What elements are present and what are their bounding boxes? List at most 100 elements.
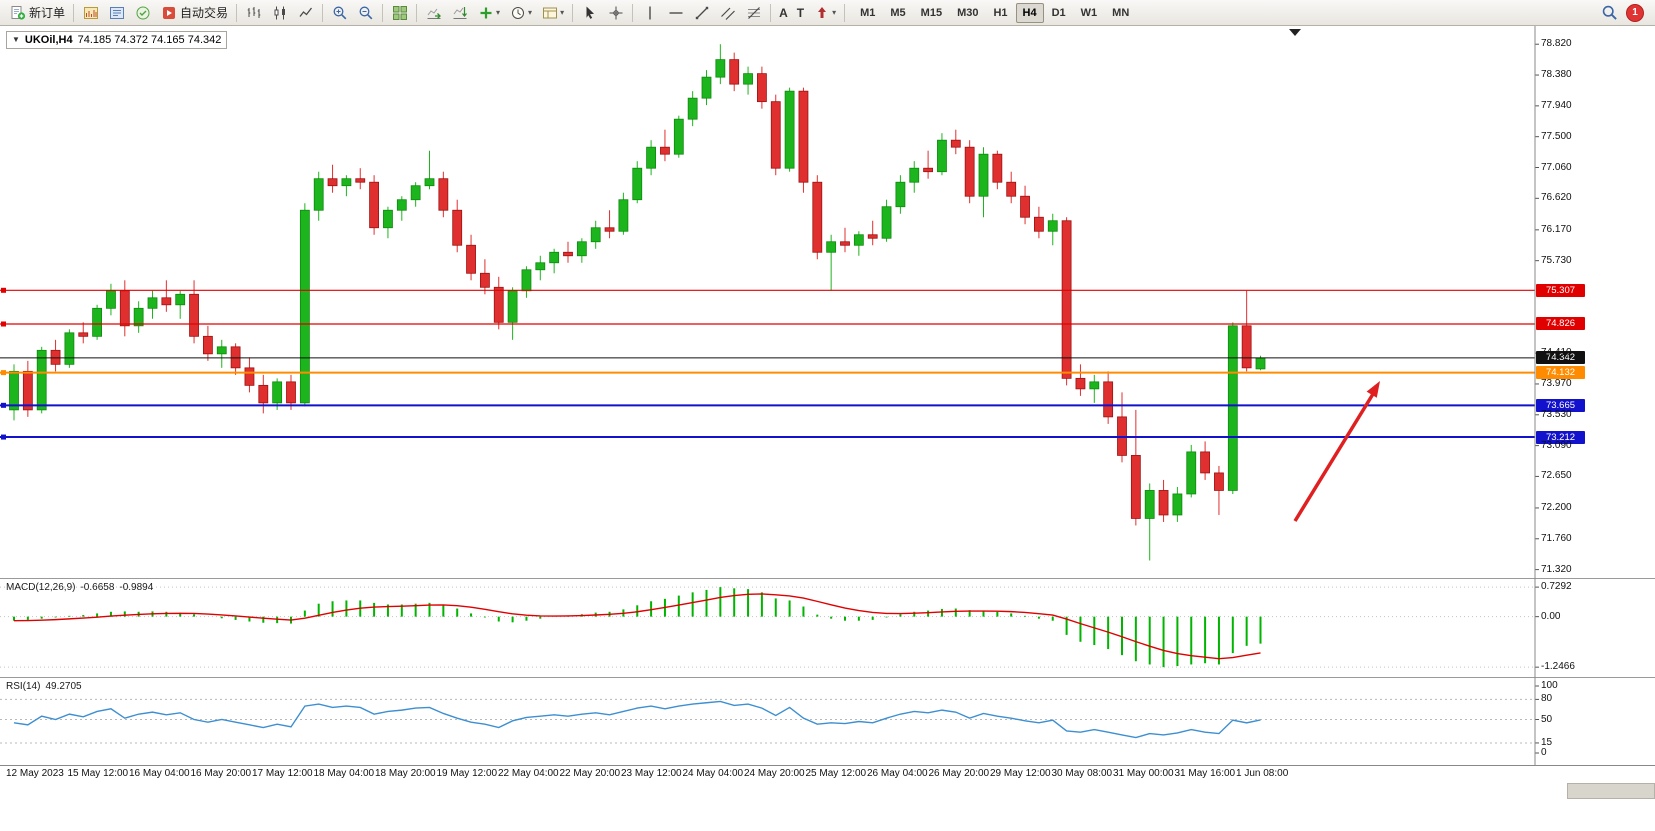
timeframe-H1[interactable]: H1	[986, 3, 1014, 23]
notification-badge[interactable]: 1	[1626, 3, 1644, 22]
candle	[673, 118, 684, 155]
auto-trading-label: 自动交易	[180, 6, 229, 20]
candle	[1158, 490, 1169, 516]
toolbar-separator	[322, 3, 324, 22]
rsi-value: 49.2705	[45, 681, 82, 692]
symbol-period-label: UKOil,H4	[24, 34, 73, 46]
toolbar-separator	[236, 3, 238, 22]
shapes-button[interactable]: ▾	[809, 2, 840, 24]
candle	[424, 178, 435, 187]
zoom-in-button[interactable]	[327, 2, 352, 24]
candle	[1186, 451, 1197, 495]
cursor-button[interactable]	[577, 2, 602, 24]
auto-trading-button[interactable]: 自动交易	[156, 2, 232, 24]
templates-button[interactable]: ▾	[537, 2, 568, 24]
new-order-button[interactable]: 新订单	[5, 2, 69, 24]
timeframe-M1[interactable]: M1	[853, 3, 882, 23]
candlestick-icon	[271, 4, 288, 21]
support-line-blue-2-handle[interactable]	[1, 434, 6, 440]
cursor-icon	[581, 4, 598, 21]
trend-arrow[interactable]	[1293, 393, 1375, 522]
candle	[521, 269, 532, 292]
search-icon[interactable]	[1601, 4, 1618, 21]
candle	[369, 181, 380, 229]
zoom-out-button[interactable]	[353, 2, 378, 24]
candle	[189, 293, 199, 337]
indicators-button[interactable]: ▾	[473, 2, 504, 24]
line-chart-button[interactable]	[293, 2, 318, 24]
trendline-button[interactable]	[689, 2, 714, 24]
candle	[161, 297, 172, 306]
text-button[interactable]: A	[775, 2, 792, 24]
candle	[715, 59, 726, 78]
support-line-blue-1-handle[interactable]	[1, 402, 6, 408]
resistance-line-1-handle[interactable]	[1, 287, 6, 293]
auto-scroll-button[interactable]	[421, 2, 446, 24]
candle	[341, 178, 352, 187]
candle	[1103, 381, 1114, 418]
candle	[729, 59, 740, 85]
candle	[687, 97, 698, 120]
collapse-triangle-icon[interactable]: ▼	[12, 35, 20, 44]
alerts-button[interactable]	[130, 2, 155, 24]
tile-windows-icon	[391, 4, 408, 21]
candle	[133, 307, 144, 327]
candle	[950, 139, 961, 148]
toolbar-right: 1	[1601, 3, 1650, 22]
trendline-icon	[693, 4, 710, 21]
vertical-line-button[interactable]	[637, 2, 662, 24]
timeframe-W1[interactable]: W1	[1074, 3, 1105, 23]
timeframe-M30[interactable]: M30	[950, 3, 985, 23]
timeframe-MN[interactable]: MN	[1105, 3, 1136, 23]
chart-title[interactable]: ▼ UKOil,H4 74.185 74.372 74.165 74.342	[6, 31, 228, 49]
ohlc-values: 74.185 74.372 74.165 74.342	[77, 34, 222, 46]
candle	[355, 178, 366, 183]
indicators-icon	[477, 4, 494, 21]
macd-main-value: -0.6658	[80, 582, 115, 593]
market-watch-button[interactable]	[78, 2, 103, 24]
support-line-orange-handle[interactable]	[1, 370, 6, 376]
timeframe-M15[interactable]: M15	[914, 3, 949, 23]
candlestick-button[interactable]	[267, 2, 292, 24]
label-button[interactable]: T	[793, 2, 808, 24]
candle	[618, 199, 629, 232]
candle	[563, 251, 573, 257]
macd-name: MACD(12,26,9)	[6, 582, 76, 593]
candle	[937, 139, 947, 173]
candle	[646, 146, 656, 169]
candle	[78, 332, 89, 337]
fibonacci-button[interactable]	[741, 2, 766, 24]
candle	[923, 167, 933, 173]
navigator-button[interactable]	[104, 2, 129, 24]
toolbar-separator	[382, 3, 384, 22]
channel-button[interactable]	[715, 2, 740, 24]
candle	[1047, 220, 1058, 232]
candle	[299, 209, 310, 404]
tile-windows-button[interactable]	[387, 2, 412, 24]
candle	[576, 241, 587, 257]
chart-shift-button[interactable]	[447, 2, 472, 24]
trend-arrow-head[interactable]	[1366, 381, 1380, 398]
scrollbar-corner[interactable]	[1567, 783, 1655, 799]
candle	[632, 167, 643, 201]
candle	[1255, 357, 1266, 370]
candle	[410, 185, 421, 201]
text-tool-icon: A	[779, 5, 788, 20]
timeframe-H4[interactable]: H4	[1015, 2, 1044, 23]
timeframe-M5[interactable]: M5	[883, 3, 912, 23]
bar-chart-button[interactable]	[241, 2, 266, 24]
periods-button[interactable]: ▾	[505, 2, 536, 24]
horizontal-line-button[interactable]	[663, 2, 688, 24]
rsi-line	[13, 700, 1261, 739]
market-watch-icon	[82, 4, 99, 21]
candle	[1006, 181, 1017, 197]
resistance-line-2-handle[interactable]	[1, 321, 6, 327]
candle	[383, 209, 393, 229]
timeframe-D1[interactable]: D1	[1045, 3, 1073, 23]
candle	[590, 227, 601, 243]
candle	[119, 290, 130, 327]
crosshair-button[interactable]	[603, 2, 628, 24]
candle	[106, 290, 116, 309]
candle	[798, 90, 809, 183]
